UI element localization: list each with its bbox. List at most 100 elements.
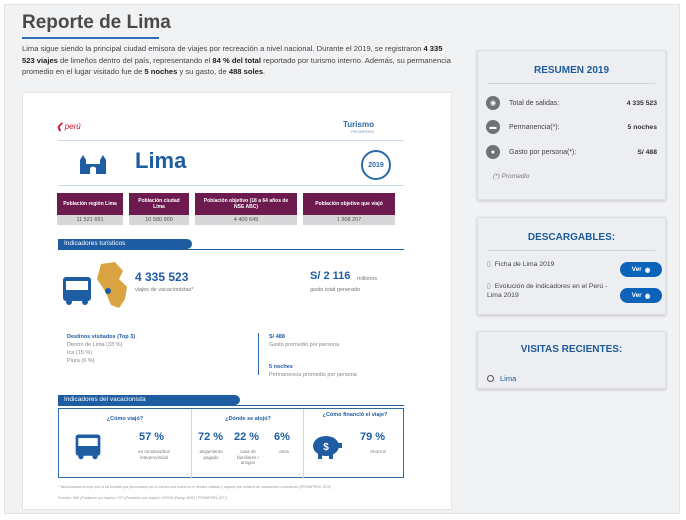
- intro-text: .: [263, 67, 266, 76]
- eye-icon: ◉: [644, 266, 651, 274]
- intro-text: de limeños dentro del país, representand…: [57, 55, 213, 65]
- recent-item-lima[interactable]: Lima: [487, 374, 516, 383]
- population-value: 1 308 207: [303, 215, 395, 225]
- globe-icon: ◉: [486, 96, 500, 110]
- where-label: otros: [278, 449, 289, 454]
- where-pct: 22 %: [234, 431, 260, 443]
- downloads-card: DESCARGABLES: ▯ Ficha de Lima 2019 Ver ◉ ▯…: [477, 217, 666, 315]
- intro-text: Lima sigue siendo la principal ciudad em…: [22, 44, 424, 53]
- title-underline: [22, 37, 159, 39]
- population-label: Población región Lima: [57, 193, 123, 215]
- avg-spend-block: S/ 488 Gasto promedio por persona: [269, 333, 339, 349]
- population-label: Población objetivo que viajó: [303, 193, 395, 215]
- intro-text: y su gasto, de: [177, 67, 229, 76]
- nights-value: 5 noches: [269, 364, 293, 370]
- where-pct: 72 %: [198, 431, 224, 443]
- how-pct: 57 %: [139, 431, 165, 443]
- download-label: Evolución de indicadores en el Perú - Li…: [487, 283, 608, 299]
- population-cell: Población región Lima 11 521 651: [57, 193, 123, 225]
- view-ficha-button[interactable]: Ver ◉: [620, 262, 662, 277]
- cathedral-icon: [80, 155, 106, 174]
- doc-footnote: * Vacacionistas incluye solo a los turis…: [58, 485, 332, 489]
- summary-label: Gasto por persona(*):: [509, 148, 577, 156]
- doc-vertical-divider: [258, 333, 259, 375]
- funding-column: ¿Cómo financió el viaje? $ 79 % Ahorros: [303, 409, 405, 479]
- indicators-line: [58, 249, 404, 250]
- summary-value: 4 335 523: [626, 99, 657, 107]
- doc-sources: Fuentes: INEI (Población por región) / C…: [58, 496, 227, 500]
- summary-card: RESUMEN 2019 ◉ Total de salidas: 4 335 5…: [477, 50, 666, 200]
- top3-item: Ica (15 %): [67, 350, 93, 356]
- peru-logo-mark-icon: ❮: [56, 122, 63, 131]
- downloads-divider: [488, 250, 655, 251]
- intro-highlight-spend: 488 soles: [228, 67, 264, 76]
- intro-text: reportado por turismo interno. Además, s…: [22, 55, 451, 77]
- download-label: Ficha de Lima 2019: [494, 261, 555, 268]
- avg-spend-label: Gasto promedio por persona: [269, 342, 340, 348]
- fund-pct: 79 %: [360, 431, 386, 443]
- view-button-label: Ver: [631, 292, 642, 299]
- avg-spend-value: S/ 488: [269, 334, 285, 340]
- bus-icon: [63, 277, 91, 305]
- traveler-indicators-box: ¿Cómo viajó? 57 % en ómnibus/bus interpr…: [58, 408, 405, 479]
- download-item: ▯ Ficha de Lima 2019: [487, 260, 617, 269]
- intro-highlight-share: 84 % del total: [212, 55, 261, 65]
- fund-title: ¿Cómo financió el viaje?: [322, 412, 388, 418]
- nights-label: Permanencia promedio por persona: [269, 372, 357, 378]
- peru-logo-text: perú: [64, 122, 81, 131]
- traveler-line: [58, 405, 404, 406]
- view-evolucion-button[interactable]: Ver ◉: [620, 288, 662, 303]
- turismo-logo-text: Turismo: [343, 120, 374, 129]
- intro-highlight-trips: 4 335 523 viajes: [22, 44, 443, 65]
- population-cell: Población objetivo (18 a 64 años de NSE …: [195, 193, 297, 225]
- top3-title: Destinos visitados (Top 3): [67, 334, 136, 340]
- page-frame: Reporte de Lima Lima sigue siendo la pri…: [4, 4, 680, 514]
- summary-row-spend: ● Gasto por persona(*): S/ 488: [486, 144, 657, 160]
- year-stamp: 2019: [361, 150, 391, 180]
- population-cell: Población ciudad Lima 10 580 900: [129, 193, 189, 225]
- trips-value: 4 335 523: [135, 270, 189, 284]
- transport-column: ¿Cómo viajó? 57 % en ómnibus/bus interpr…: [59, 409, 191, 479]
- location-pin-icon: [487, 375, 494, 382]
- piggy-bank-icon: $: [313, 436, 342, 459]
- recent-title: VISITAS RECIENTES:: [520, 344, 623, 355]
- svg-text:$: $: [323, 442, 329, 453]
- summary-value: 5 noches: [627, 123, 657, 131]
- trips-label: viajes de vacacionistas*: [135, 287, 194, 293]
- summary-note: (*) Promedio: [493, 173, 530, 180]
- summary-label: Permanencia(*):: [509, 123, 560, 131]
- spend-unit: millones: [357, 276, 378, 282]
- summary-divider: [488, 83, 655, 84]
- spend-value: S/ 2 116: [310, 270, 351, 282]
- population-row: Población región Lima 11 521 651 Poblaci…: [57, 193, 395, 225]
- where-title: ¿Dónde se alojó?: [225, 416, 271, 422]
- download-item: ▯ Evolución de indicadores en el Perú - L…: [487, 282, 615, 300]
- population-value: 10 580 900: [129, 215, 189, 225]
- doc-divider: [58, 185, 404, 186]
- top3-block: Destinos visitados (Top 3) Dentro de Lim…: [67, 333, 135, 365]
- summary-label: Total de salidas:: [509, 99, 560, 107]
- doc-city-title: Lima: [135, 148, 187, 173]
- where-pct: 6%: [274, 431, 290, 443]
- eye-icon: ◉: [644, 292, 651, 300]
- population-cell: Población objetivo que viajó 1 308 207: [303, 193, 395, 225]
- traveler-tab: Indicadores del vacacionista: [58, 395, 240, 405]
- how-label: en ómnibus/bus interprovincial: [138, 449, 170, 460]
- population-value: 11 521 651: [57, 215, 123, 225]
- population-label: Población ciudad Lima: [129, 193, 189, 215]
- lodging-column: ¿Dónde se alojó? 72 % alojamiento pagado…: [191, 409, 303, 479]
- document-icon: ▯: [487, 283, 491, 290]
- recent-item-label: Lima: [500, 374, 517, 383]
- nights-block: 5 noches Permanencia promedio por person…: [269, 363, 357, 379]
- doc-divider: [58, 140, 404, 141]
- summary-title: RESUMEN 2019: [533, 65, 610, 76]
- turismo-logo-sub: PROMPERÚ: [350, 129, 374, 134]
- intro-paragraph: Lima sigue siendo la principal ciudad em…: [22, 43, 452, 78]
- intro-highlight-nights: 5 noches: [144, 67, 178, 76]
- top3-item: Dentro de Lima (33 %): [67, 342, 123, 348]
- where-label: casa de familiares / amigos: [237, 449, 259, 465]
- fund-label: Ahorros: [370, 449, 386, 454]
- bed-icon: ▬: [486, 120, 500, 134]
- how-title: ¿Cómo viajó?: [106, 416, 144, 422]
- downloads-title: DESCARGABLES:: [527, 232, 616, 243]
